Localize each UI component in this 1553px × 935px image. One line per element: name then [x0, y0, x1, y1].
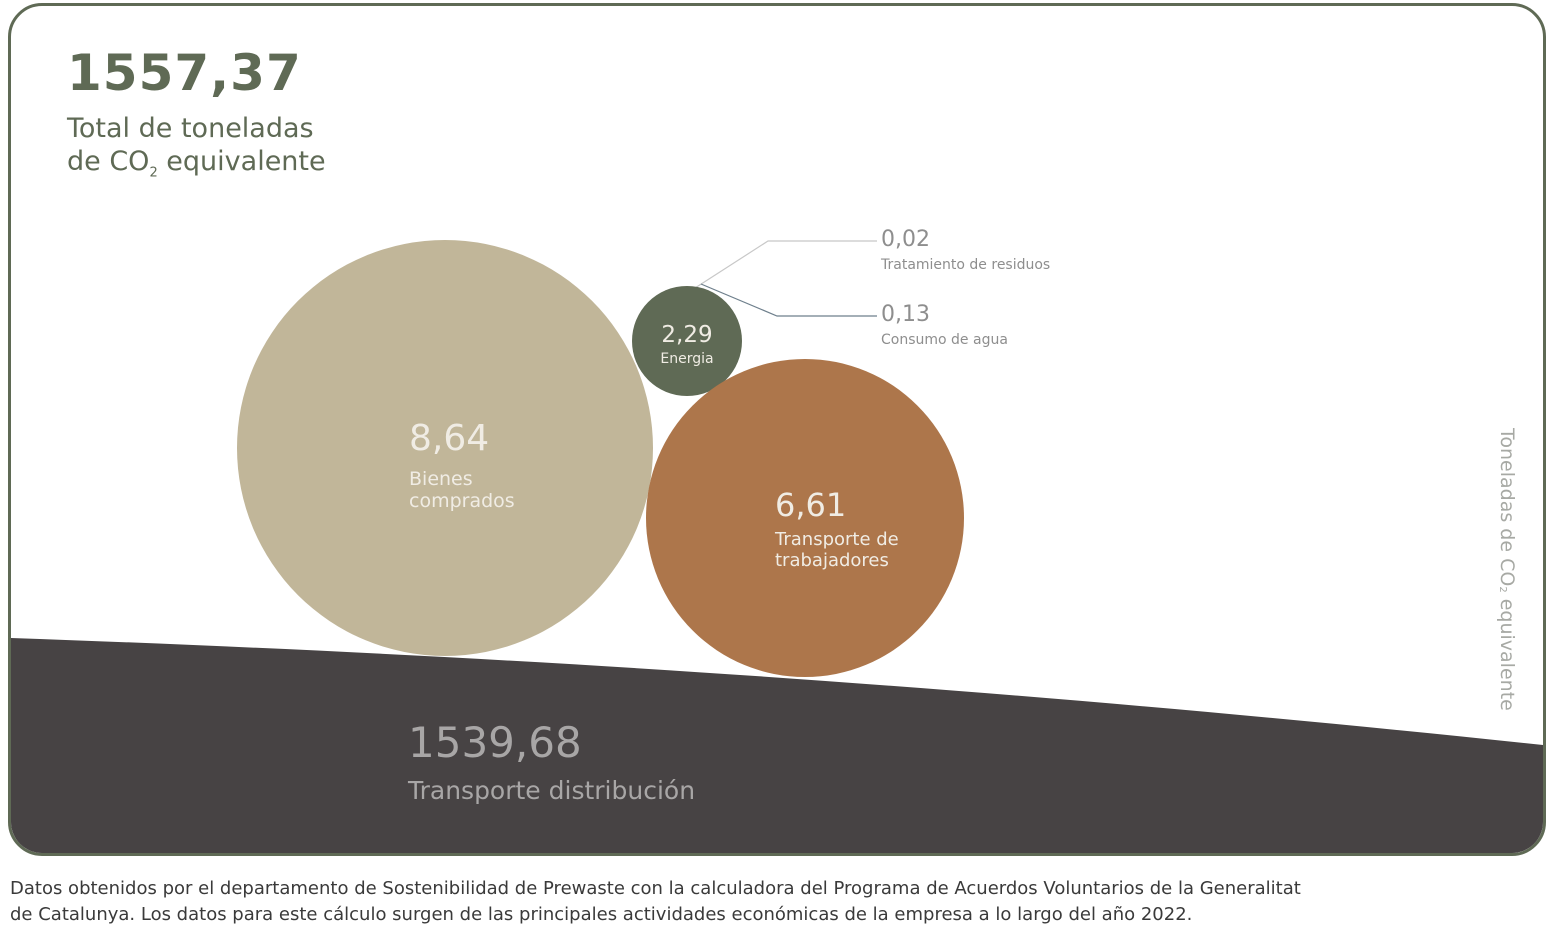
- bubble-label-trabajadores-1: Transporte de: [774, 529, 899, 550]
- footer-line1: Datos obtenidos por el departamento de S…: [10, 878, 1301, 899]
- callout-line-1: [694, 240, 877, 289]
- callout-line-2: [700, 283, 877, 317]
- y-axis-label: Toneladas de CO2 equivalente: [1488, 428, 1518, 718]
- total-label-line2-sub: 2: [149, 165, 158, 181]
- bubble-value-energia: 2,29: [661, 322, 712, 348]
- y-axis-label-suffix: equivalente: [1496, 592, 1518, 711]
- bubble-value-trabajadores: 6,61: [775, 486, 846, 524]
- bubble-label-trabajadores-2: trabajadores: [775, 550, 889, 571]
- callout-label-2: Consumo de agua: [881, 332, 1008, 348]
- total-label: Total de toneladas de CO2 equivalente: [67, 112, 326, 189]
- bubble-label-energia-1: Energia: [660, 351, 713, 367]
- chart-frame: 8,64 Bienes comprados 2,29 Energia 6,61 Transp…: [8, 3, 1546, 856]
- bubble-value-bienes: 8,64: [409, 418, 489, 459]
- footer-note: Datos obtenidos por el departamento de S…: [10, 876, 1520, 928]
- total-label-line1: Total de toneladas: [67, 113, 314, 144]
- area-label: Transporte distribución: [407, 776, 695, 805]
- total-value: 1557,37: [67, 44, 302, 102]
- bubble-label-bienes-2: comprados: [409, 490, 515, 512]
- bubble-bienes: [237, 240, 653, 656]
- area-transporte-distribucion: [11, 638, 1543, 853]
- y-axis-label-sub: 2: [1497, 586, 1509, 593]
- bubble-trabajadores: [646, 359, 964, 677]
- callout-label-1: Tratamiento de residuos: [880, 257, 1050, 273]
- footer-line2: de Catalunya. Los datos para este cálcul…: [10, 904, 1193, 925]
- bubble-label-bienes-1: Bienes: [409, 468, 473, 490]
- total-label-line2-prefix: de CO: [67, 146, 150, 177]
- total-label-line2-suffix: equivalente: [157, 146, 326, 177]
- callout-value-2: 0,13: [881, 302, 930, 327]
- area-value: 1539,68: [408, 718, 582, 767]
- y-axis-label-prefix: Toneladas de CO: [1496, 428, 1518, 587]
- bubble-energia: [632, 286, 742, 396]
- callout-value-1: 0,02: [881, 227, 930, 252]
